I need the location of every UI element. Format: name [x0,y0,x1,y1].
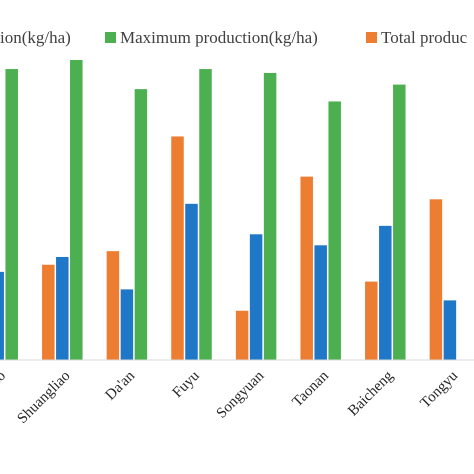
bar-songyuan-series-2 [263,72,277,360]
bar-taonan-series-0 [300,176,313,360]
bar-qianguo-series-2 [5,69,18,361]
bar-shuangliao-series-2 [70,59,83,360]
bar-songyuan-series-1 [249,234,263,360]
legend-swatch [105,32,116,43]
x-axis-ticks: Qianguo Shuangliao Da'an Fuyu Songyuan Taonan… [0,368,462,427]
bar-tongyu-series-1 [443,300,457,360]
legend-swatch [366,32,377,43]
bar-baicheng-series-0 [365,281,378,360]
bar-shuangliao-series-1 [56,256,69,360]
x-tick-label: Da'an [103,368,139,404]
bar-fuyu-series-2 [199,69,212,361]
bar-daan-series-1 [120,289,134,360]
bar-qianguo-series-1 [0,271,4,360]
x-tick-label: Baicheng [345,368,397,420]
bar-baicheng-series-1 [379,225,392,360]
x-tick-label: Qianguo [0,368,9,416]
x-tick-label: Songyuan [214,368,268,422]
bar-songyuan-series-0 [235,310,249,360]
x-tick-label: Fuyu [170,368,203,401]
legend-label: ion(kg/ha) [0,28,71,47]
bar-baicheng-series-2 [393,84,406,360]
x-tick-label: Taonan [290,368,333,411]
x-tick-label: Shuangliao [15,368,74,427]
bar-daan-series-0 [106,251,120,360]
bar-fuyu-series-1 [185,203,198,360]
bar-taonan-series-1 [314,245,327,360]
bar-fuyu-series-0 [171,136,184,360]
chart-legend: ion(kg/ha) Maximum production(kg/ha) Total… [0,28,468,47]
bar-tongyu-series-0 [429,199,443,360]
bar-daan-series-2 [134,89,148,360]
x-tick-label: Tongyu [418,368,462,412]
bar-shuangliao-series-0 [42,264,55,360]
bars-group [0,59,457,361]
legend-label: Maximum production(kg/ha) [120,28,318,47]
legend-label: Total produc [381,28,468,47]
bar-taonan-series-2 [328,101,341,360]
